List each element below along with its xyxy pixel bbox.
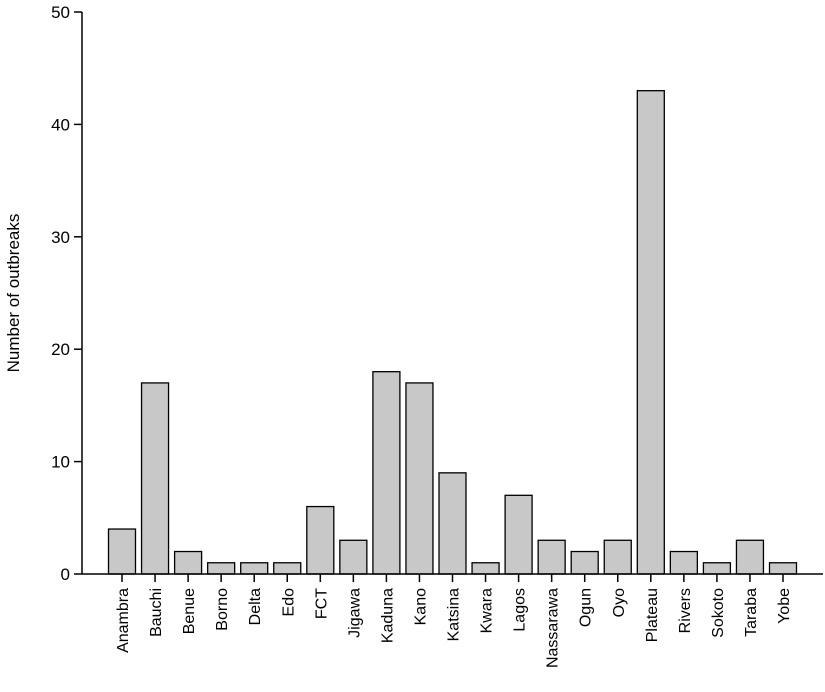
x-tick-label: FCT <box>313 588 330 619</box>
x-tick-label: Plateau <box>644 588 661 642</box>
x-axis: Anambra Bauchi Benue Borno Delta Edo FCT Jigawa… <box>82 573 823 668</box>
x-tick-label: Edo <box>280 588 297 617</box>
x-tick-label: Borno <box>214 588 231 631</box>
bar-nassarawa <box>537 539 566 575</box>
bar-fct <box>306 505 335 575</box>
bar-jigawa <box>339 539 368 575</box>
y-tick-label: 30 <box>51 228 70 247</box>
bar-benue <box>173 550 203 575</box>
bar-bauchi <box>140 382 170 575</box>
bar-delta <box>240 562 269 575</box>
x-tick-label: Kwara <box>479 588 496 633</box>
x-tick-label: Lagos <box>512 588 529 632</box>
bar-anambra <box>107 528 137 575</box>
bar-taraba <box>735 539 765 575</box>
y-axis: 0 10 20 30 40 50 <box>51 3 83 584</box>
x-tick-label: Katsina <box>446 588 463 641</box>
bar-oyo <box>603 539 632 575</box>
bars-group <box>107 90 798 575</box>
x-tick-label: Taraba <box>743 588 760 637</box>
bar-kwara <box>471 562 500 575</box>
y-tick-label: 10 <box>51 453 70 472</box>
bar-katsina <box>438 472 467 575</box>
bar-kaduna <box>372 371 401 575</box>
x-tick-label: Bauchi <box>148 588 165 637</box>
bar-edo <box>273 562 302 575</box>
x-tick-label: Rivers <box>677 588 694 633</box>
x-tick-label: Nassarawa <box>545 588 562 668</box>
x-tick-label: Yobe <box>776 588 793 624</box>
bar-rivers <box>669 550 698 575</box>
y-tick-label: 20 <box>51 340 70 359</box>
x-tick-label: Benue <box>181 588 198 634</box>
y-tick-label: 0 <box>61 565 70 584</box>
bar-ogun <box>570 550 599 575</box>
y-tick-label: 40 <box>51 115 70 134</box>
bar-yobe <box>768 562 798 575</box>
x-tick-label: Kano <box>412 588 429 625</box>
x-tick-label: Ogun <box>578 588 595 627</box>
y-axis-title: Number of outbreaks <box>4 214 23 373</box>
x-tick-label: Jigawa <box>346 588 363 638</box>
bar-sokoto <box>702 562 732 575</box>
bar-borno <box>206 562 236 575</box>
bar-kano <box>405 382 434 575</box>
bar-plateau <box>636 90 665 575</box>
x-tick-label: Anambra <box>115 588 132 653</box>
x-tick-label: Delta <box>247 588 264 625</box>
x-tick-label: Kaduna <box>379 588 396 643</box>
bar-lagos <box>504 494 533 575</box>
x-tick-label: Sokoto <box>710 588 727 638</box>
y-tick-label: 50 <box>51 3 70 22</box>
x-tick-label: Oyo <box>611 588 628 617</box>
